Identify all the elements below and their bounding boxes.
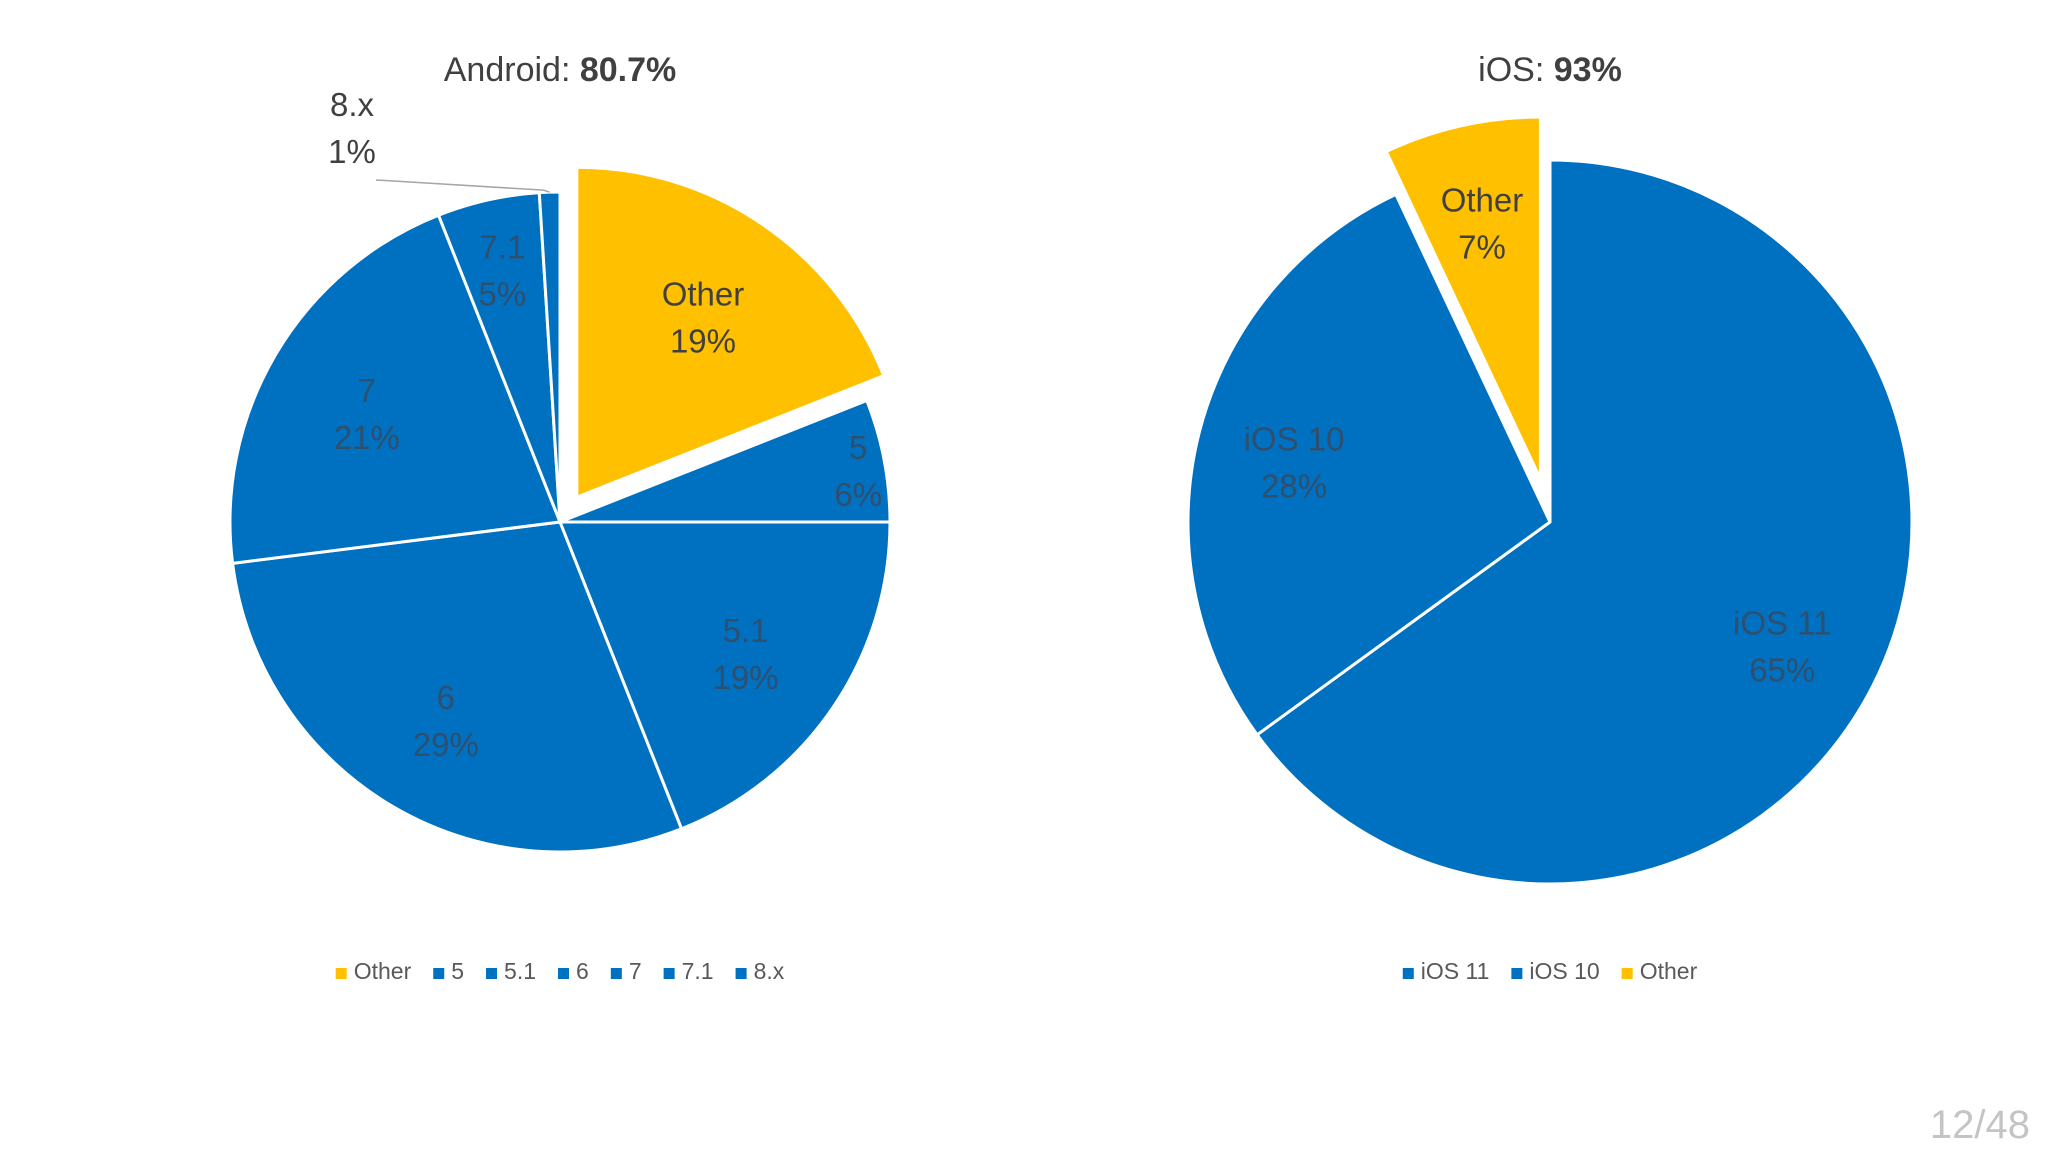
android-legend-swatch-7 bbox=[610, 968, 622, 979]
ios-legend: iOS 11 iOS 10 Other bbox=[1402, 958, 1698, 984]
android-legend: Other 5 5.1 6 7 7.1 8.x bbox=[335, 958, 785, 984]
android-leader-line-8-x bbox=[375, 179, 550, 193]
ios-legend-swatch-ios-11 bbox=[1402, 968, 1414, 979]
android-label-value-7: 21% bbox=[334, 419, 400, 456]
android-chart-title: Android: 80.7% bbox=[444, 51, 677, 89]
android-legend-swatch-5-1 bbox=[486, 968, 498, 979]
android-slice-6 bbox=[231, 520, 683, 854]
android-label-name-5-1: 5.1 bbox=[723, 612, 769, 649]
ios-label-value-ios-10: 28% bbox=[1261, 467, 1327, 504]
ios-label-name-ios-10: iOS 10 bbox=[1244, 420, 1345, 457]
android-legend-label-6: 6 bbox=[576, 958, 589, 984]
android-slice-other bbox=[575, 165, 886, 499]
android-slice-5 bbox=[558, 399, 892, 524]
android-label-name-6: 6 bbox=[437, 679, 455, 716]
android-label-value-5-1: 19% bbox=[713, 659, 779, 696]
android-legend-swatch-other bbox=[335, 968, 347, 979]
android-label-value-7-1: 5% bbox=[479, 275, 527, 312]
android-legend-label-7-1: 7.1 bbox=[682, 958, 714, 984]
android-legend-label-5: 5 bbox=[451, 958, 464, 984]
android-label-value-6: 29% bbox=[413, 726, 479, 763]
ios-label-value-ios-11: 65% bbox=[1749, 651, 1815, 688]
ios-label-value-other: 7% bbox=[1458, 229, 1506, 266]
ios-legend-label-ios-10: iOS 10 bbox=[1529, 958, 1599, 984]
android-slice-5-1 bbox=[558, 520, 892, 831]
ios-legend-label-other: Other bbox=[1640, 958, 1698, 984]
ios-legend-swatch-other bbox=[1621, 968, 1633, 979]
android-label-value-8-x: 1% bbox=[328, 133, 376, 170]
android-legend-swatch-5 bbox=[433, 968, 445, 979]
page-number: 12/48 bbox=[1929, 1103, 2030, 1147]
android-slice-7 bbox=[228, 213, 562, 565]
ios-slice-other bbox=[1384, 115, 1542, 481]
android-legend-swatch-7-1 bbox=[663, 968, 675, 979]
android-label-name-7-1: 7.1 bbox=[479, 228, 525, 265]
android-label-name-other: Other bbox=[662, 276, 745, 313]
ios-chart-title: iOS: 93% bbox=[1478, 51, 1622, 89]
android-label-name-5: 5 bbox=[849, 429, 867, 466]
ios-label-name-other: Other bbox=[1441, 182, 1524, 219]
android-label-name-7: 7 bbox=[358, 372, 376, 409]
ios-slice-ios-10 bbox=[1186, 192, 1552, 737]
android-legend-swatch-8-x bbox=[735, 968, 747, 979]
android-legend-swatch-6 bbox=[558, 968, 570, 979]
ios-legend-label-ios-11: iOS 11 bbox=[1421, 958, 1490, 984]
android-label-value-other: 19% bbox=[670, 323, 736, 360]
android-legend-label-7: 7 bbox=[629, 958, 642, 984]
android-legend-label-8-x: 8.x bbox=[754, 958, 785, 984]
android-legend-label-other: Other bbox=[354, 958, 412, 984]
android-label-name-8-x: 8.x bbox=[330, 86, 375, 123]
ios-label-name-ios-11: iOS 11 bbox=[1733, 604, 1831, 641]
ios-legend-swatch-ios-10 bbox=[1511, 968, 1523, 979]
ios-slice-ios-11 bbox=[1255, 158, 1914, 886]
android-label-value-5: 6% bbox=[834, 476, 882, 513]
android-legend-label-5-1: 5.1 bbox=[504, 958, 536, 984]
